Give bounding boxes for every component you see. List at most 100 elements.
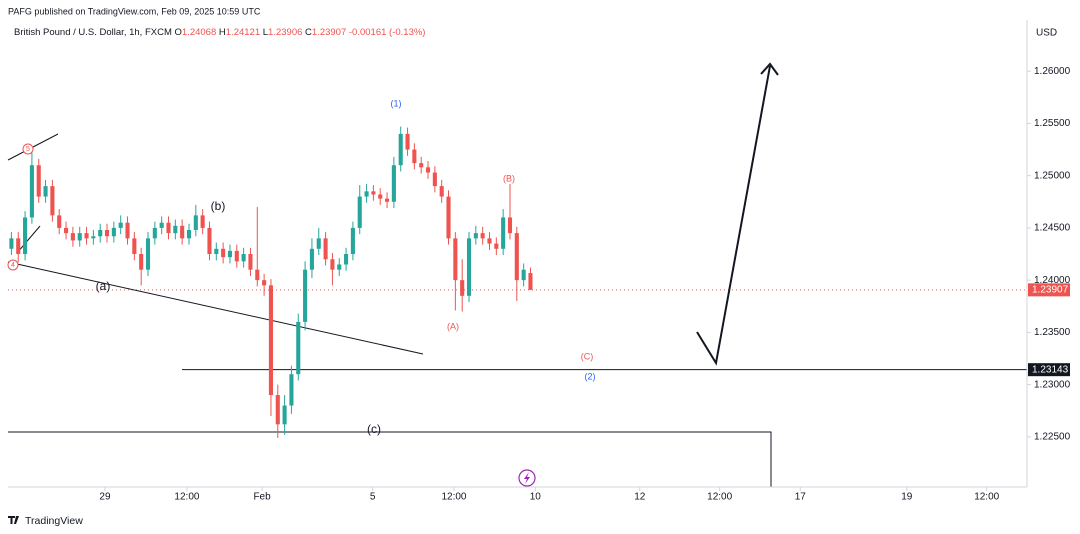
- candle-body: [514, 233, 519, 281]
- y-tick-label: 1.25000: [1034, 170, 1071, 181]
- y-tick-label: 1.26000: [1034, 66, 1071, 77]
- ohlc-value: 1.23907: [312, 27, 346, 38]
- wave-label: 5: [26, 146, 30, 153]
- candle-body: [330, 259, 335, 270]
- price-line-box: [1028, 363, 1070, 377]
- candle-body: [43, 186, 48, 197]
- x-tick-label: 12:00: [974, 492, 999, 503]
- candle-body: [241, 254, 246, 262]
- wave-label: (B): [503, 173, 515, 183]
- candle-body: [248, 254, 253, 270]
- x-tick-label: 5: [370, 492, 376, 503]
- y-tick-label: 1.23500: [1034, 327, 1071, 338]
- y-tick-label: 1.23000: [1034, 379, 1071, 390]
- candle-body: [98, 229, 103, 237]
- candle-body: [432, 172, 437, 187]
- candle-body: [337, 264, 342, 270]
- candle-body: [152, 227, 157, 239]
- candle-body: [316, 238, 321, 249]
- y-tick-label: 1.25500: [1034, 118, 1071, 129]
- price-line-label: 1.23143: [1032, 364, 1069, 375]
- candle-body: [84, 233, 89, 239]
- change: -0.00161 (-0.13%): [349, 27, 426, 38]
- ohlc-letter: H: [219, 27, 226, 38]
- ohlc-value: 1.24068: [182, 27, 216, 38]
- wave-marker: [22, 143, 34, 155]
- candle-body: [296, 321, 301, 375]
- candle-body: [139, 254, 144, 270]
- y-tick-label: 1.24500: [1034, 223, 1071, 234]
- candle-body: [200, 215, 205, 228]
- candle-body: [282, 405, 287, 425]
- ohlc-value: 1.23906: [268, 27, 302, 38]
- candle-body: [159, 222, 164, 228]
- candle-body: [371, 191, 376, 195]
- candle-body: [473, 233, 478, 239]
- wave-label: (c): [367, 422, 381, 436]
- candle-body: [391, 165, 396, 202]
- currency: USD: [1036, 28, 1057, 39]
- projection-arrow: [696, 65, 771, 366]
- candle-body: [104, 229, 110, 237]
- candle-body: [166, 222, 171, 234]
- candle-body: [70, 233, 75, 241]
- last-price-box: [1028, 283, 1070, 297]
- x-tick-label: 12: [634, 492, 646, 503]
- candle-body: [268, 285, 273, 396]
- candle-body: [494, 243, 499, 249]
- candle-body: [398, 133, 403, 166]
- candle-body: [460, 280, 465, 296]
- candle-body: [23, 217, 28, 255]
- candle-body: [487, 238, 492, 244]
- candle-body: [64, 227, 69, 234]
- x-tick-label: 29: [99, 492, 111, 503]
- wave-label: (b): [211, 199, 226, 213]
- y-tick-label: 1.22500: [1034, 431, 1071, 442]
- candle-body: [323, 238, 328, 260]
- wave-labels: (1) (2) (A) (B) (C) (a) (b) (c) 5 4: [7, 98, 596, 436]
- wave-label: (a): [96, 279, 111, 293]
- candle-body: [350, 227, 355, 255]
- axes: 1.22500 1.23000 1.23500 1.24000 1.24500 1.250…: [8, 66, 1071, 503]
- candle-body: [507, 217, 513, 234]
- candle-body: [193, 215, 198, 230]
- x-tick-label: 12:00: [174, 492, 199, 503]
- wave-label: (2): [585, 371, 596, 381]
- candle-body: [385, 198, 390, 202]
- candle-body: [29, 165, 34, 218]
- ohlc-letter: O: [175, 27, 182, 38]
- symbol: British Pound / U.S. Dollar, 1h, FXCM: [14, 27, 172, 38]
- candle-body: [446, 196, 451, 239]
- candle-body: [303, 269, 308, 322]
- brand: TradingView: [25, 515, 83, 527]
- range-box: [8, 431, 772, 487]
- ohlc-letter: C: [305, 27, 312, 38]
- candle-body: [405, 133, 410, 150]
- candle-body: [289, 374, 294, 406]
- candle-body: [234, 250, 239, 262]
- candle-body: [91, 236, 96, 239]
- candle-body: [214, 248, 219, 255]
- x-tick-label: 19: [901, 492, 913, 503]
- wave-label: (A): [447, 321, 459, 331]
- candle-body: [125, 222, 130, 239]
- candles: [9, 126, 533, 438]
- candle-body: [344, 254, 349, 265]
- wave-marker: [7, 259, 19, 271]
- candle-body: [145, 238, 151, 270]
- candle-body: [50, 186, 55, 216]
- candle-body: [207, 227, 212, 255]
- candle-body: [419, 163, 424, 168]
- candle-body: [466, 238, 472, 296]
- x-tick-label: Feb: [253, 492, 271, 503]
- candle-body: [275, 395, 280, 425]
- x-tick-label: 10: [530, 492, 542, 503]
- event-icon-bolt: [524, 472, 530, 484]
- x-tick-label: 17: [795, 492, 807, 503]
- candle-body: [378, 194, 383, 199]
- last-price-label: 1.23907: [1032, 284, 1069, 295]
- legend: British Pound / U.S. Dollar, 1h, FXCM O1…: [14, 27, 425, 38]
